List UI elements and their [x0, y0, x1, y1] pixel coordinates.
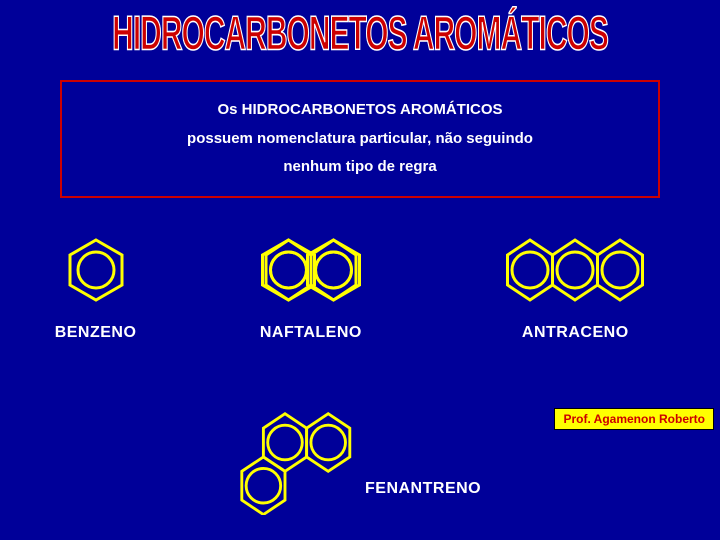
molecule-row: BENZENO NAFTALENO — [0, 230, 720, 342]
description-line-1: Os HIDROCARBONETOS AROMÁTICOS — [80, 96, 640, 125]
benzene-icon — [56, 230, 136, 310]
molecule-anthracene: ANTRACENO — [485, 230, 665, 342]
desc-prefix: Os — [217, 101, 241, 118]
molecule-benzene: BENZENO — [55, 230, 137, 342]
molecule-phenanthrene — [200, 395, 370, 515]
molecule-naphthalene: NAFTALENO — [246, 230, 376, 342]
anthracene-icon — [485, 230, 665, 310]
naphthalene-icon — [246, 230, 376, 310]
phenanthrene-label: FENANTRENO — [365, 480, 481, 498]
description-line-2: possuem nomenclatura particular, não seg… — [80, 125, 640, 154]
page-title: HIDROCARBONETOS AROMÁTICOS — [112, 8, 608, 62]
credit-badge: Prof. Agamenon Roberto — [554, 408, 714, 430]
naphthalene-label: NAFTALENO — [260, 324, 362, 342]
description-box: Os HIDROCARBONETOS AROMÁTICOS possuem no… — [60, 80, 660, 198]
phenanthrene-icon — [200, 395, 370, 515]
anthracene-label: ANTRACENO — [522, 324, 629, 342]
description-line-3: nenhum tipo de regra — [80, 153, 640, 182]
desc-bold: HIDROCARBONETOS AROMÁTICOS — [242, 101, 503, 118]
benzene-label: BENZENO — [55, 324, 137, 342]
